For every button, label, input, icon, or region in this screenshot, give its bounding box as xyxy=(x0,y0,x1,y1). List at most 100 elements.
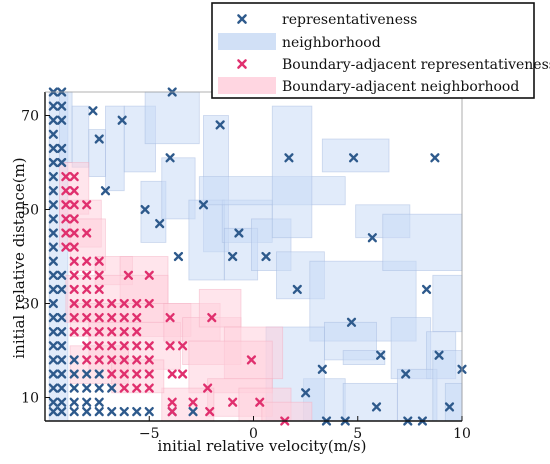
representativeness-point xyxy=(261,251,271,262)
representativeness-point xyxy=(140,204,150,215)
representativeness-point xyxy=(119,407,129,417)
representativeness-point xyxy=(48,397,58,407)
representativeness-point xyxy=(117,115,127,125)
boundary-representativeness-point xyxy=(119,369,129,379)
boundary-representativeness-point xyxy=(203,383,213,393)
representativeness-point xyxy=(94,134,104,144)
boundary-representativeness-point xyxy=(61,214,71,224)
representativeness-point xyxy=(57,313,67,323)
boundary-representativeness-point xyxy=(188,397,198,407)
boundary-representativeness-point xyxy=(69,228,79,238)
representativeness-point xyxy=(48,369,58,379)
neighborhood-region xyxy=(444,382,463,422)
tick-labels: −5 0 5 10 10 30 50 70 xyxy=(21,109,471,443)
boundary-representativeness-point xyxy=(132,355,142,365)
neighborhood-region xyxy=(144,91,200,145)
boundary-representativeness-point xyxy=(69,256,79,266)
boundary-representativeness-point xyxy=(107,341,117,351)
boundary-representativeness-point xyxy=(167,397,177,407)
boundary-representativeness-point xyxy=(144,341,154,351)
boundary-representativeness-point xyxy=(69,270,79,280)
boundary-representativeness-point xyxy=(61,186,71,196)
legend-label: neighborhood xyxy=(282,35,381,51)
boundary-representativeness-point xyxy=(167,369,177,379)
representativeness-point xyxy=(48,214,58,224)
representativeness-point xyxy=(317,364,327,374)
representativeness-point xyxy=(48,270,58,280)
boundary-representativeness-point xyxy=(132,327,142,337)
representativeness-point xyxy=(132,407,142,417)
boundary-representativeness-point xyxy=(165,313,175,323)
legend: representativeness neighborhood Boundary-a… xyxy=(211,2,550,99)
boundary-representativeness-point xyxy=(178,369,188,379)
boundary-neighborhood-regions xyxy=(59,162,313,422)
y-tick-label: 30 xyxy=(21,297,39,313)
boundary-representativeness-point xyxy=(144,270,154,280)
boundary-representativeness-point xyxy=(94,284,104,294)
representativeness-point xyxy=(69,383,79,393)
representativeness-point xyxy=(48,383,58,393)
representativeness-point xyxy=(57,341,67,351)
representativeness-point xyxy=(82,369,92,379)
boundary-representativeness-point xyxy=(132,369,142,379)
boundary-neighborhood-region xyxy=(198,288,242,328)
representativeness-point xyxy=(69,369,79,379)
boundary-representativeness-point xyxy=(119,341,129,351)
boundary-representativeness-point xyxy=(82,200,92,210)
representativeness-point xyxy=(57,157,67,168)
representativeness-point xyxy=(57,383,67,393)
neighborhood-region xyxy=(188,199,225,281)
boundary-representativeness-point xyxy=(82,313,92,323)
representativeness-point xyxy=(94,383,104,393)
boundary-representativeness-point xyxy=(69,186,79,196)
boundary-representativeness-point xyxy=(94,327,104,337)
representativeness-point xyxy=(107,383,117,393)
boundary-representativeness-point xyxy=(255,397,265,407)
boundary-representativeness-point xyxy=(107,313,117,323)
representativeness-point xyxy=(434,350,444,360)
boundary-representativeness-point xyxy=(61,228,71,238)
y-tick-label: 10 xyxy=(21,391,39,407)
representativeness-point xyxy=(82,407,92,417)
neighborhood-regions xyxy=(48,91,463,422)
neighborhood-region xyxy=(342,350,386,366)
axes xyxy=(44,91,463,422)
boundary-representativeness-point xyxy=(228,397,238,407)
x-tick-label: −5 xyxy=(139,426,160,442)
boundary-representativeness-point xyxy=(107,369,117,379)
boundary-representativeness-point xyxy=(61,171,71,182)
representativeness-point xyxy=(444,402,455,412)
boundary-representativeness-point xyxy=(144,383,154,393)
boundary-representativeness-point xyxy=(82,228,92,238)
boundary-representativeness-point xyxy=(82,327,92,337)
representativeness-point xyxy=(48,186,58,196)
boundary-representativeness-point xyxy=(94,355,104,365)
neighborhood-region xyxy=(71,105,90,168)
boundary-representativeness-point xyxy=(132,341,142,351)
representativeness-point xyxy=(348,153,359,163)
representativeness-point xyxy=(100,186,111,196)
y-tick-label: 50 xyxy=(21,203,39,219)
representativeness-point xyxy=(57,270,67,280)
boundary-representativeness-point xyxy=(119,383,129,393)
representativeness-point xyxy=(301,388,311,398)
boundary-representativeness-point xyxy=(107,355,117,365)
boundary-representativeness-point xyxy=(94,256,104,266)
representativeness-point xyxy=(198,200,209,210)
representativeness-point xyxy=(48,341,58,351)
boundary-representativeness-point xyxy=(165,341,175,351)
boundary-representativeness-point xyxy=(132,298,142,309)
boundary-representativeness-point xyxy=(207,313,217,323)
representativeness-point xyxy=(48,327,58,337)
boundary-representativeness-point xyxy=(144,369,154,379)
boundary-representativeness-point xyxy=(61,242,71,252)
representativeness-point xyxy=(69,397,79,407)
boundary-representativeness-point xyxy=(69,200,79,210)
boundary-representativeness-point xyxy=(144,355,154,365)
representativeness-point xyxy=(57,284,67,294)
boundary-representativeness-point xyxy=(167,407,177,417)
boundary-representativeness-point xyxy=(94,298,104,309)
boundary-representativeness-point xyxy=(178,341,188,351)
legend-neighborhood-patch xyxy=(218,33,276,50)
